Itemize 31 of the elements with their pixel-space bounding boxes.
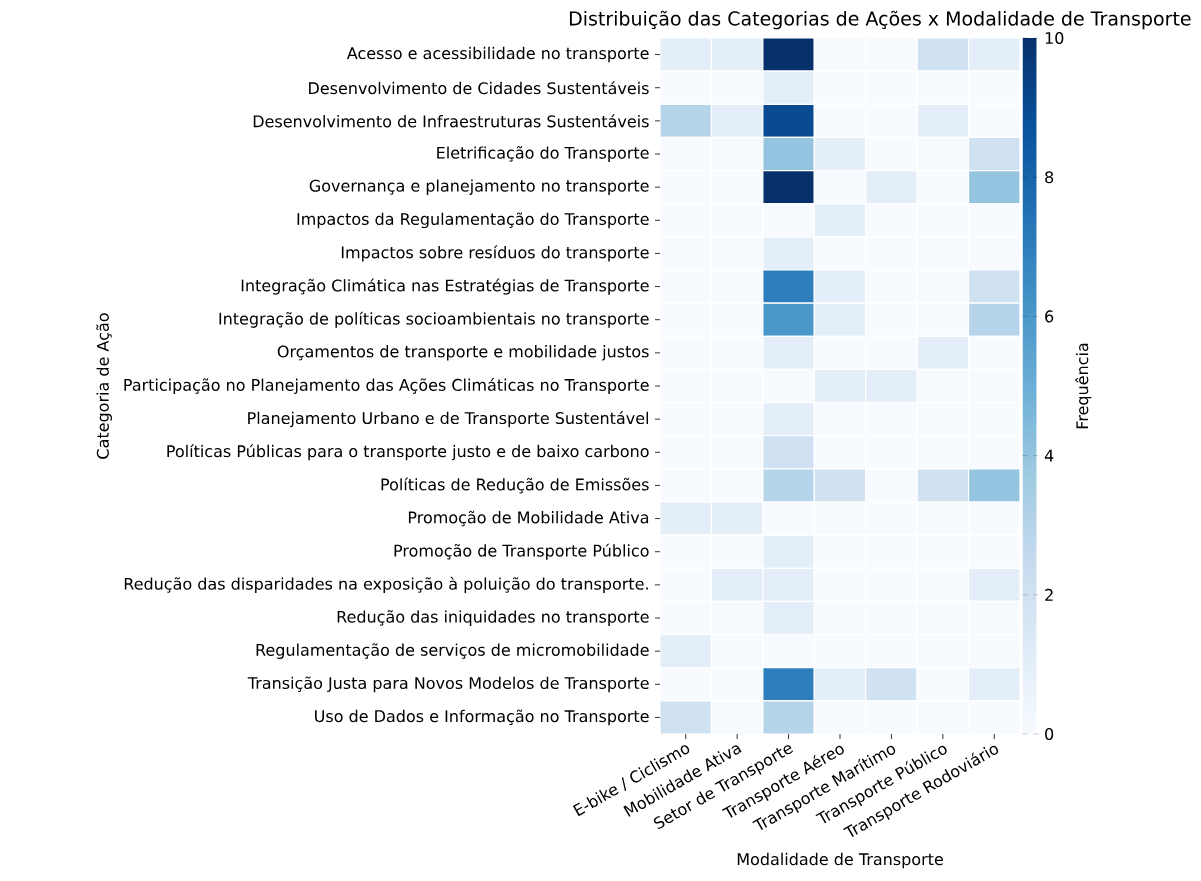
y-tick-label: Impactos da Regulamentação do Transporte: [297, 212, 649, 229]
y-tick-label: Acesso e acessibilidade no transporte: [346, 46, 649, 63]
y-axis-title: Categoria de Ação: [96, 313, 112, 459]
y-tick-label: Promoção de Transporte Público: [394, 543, 649, 560]
color-bar-label: 2: [1045, 588, 1053, 601]
color-bar-label: 4: [1044, 449, 1054, 462]
y-tick-label: Desenvolvimento de Infraestruturas Sustentáveis: [253, 114, 649, 128]
y-tick-label: Transição Justa para Novos Modelos de Transporte: [247, 676, 649, 693]
chart-title: Distribuição das Categorias de Ações x Modalidade de Transporte: [569, 10, 1191, 30]
y-tick-label: Eletrificação do Transporte: [437, 146, 649, 162]
x-axis-title: Modalidade de Transporte: [737, 852, 943, 869]
y-tick-label: Integração Climática nas Estratégias de Transporte: [241, 278, 649, 295]
y-tick-label: Uso de Dados e Informação no Transporte: [315, 709, 649, 726]
y-tick-label: Promoção de Mobilidade Ativa: [408, 510, 649, 527]
y-tick-label: Participação no Planejamento das Ações Climáticas no Transporte: [124, 377, 649, 395]
y-tick-label: Impactos sobre resíduos do transporte: [341, 245, 649, 262]
y-tick-label: Políticas Públicas para o transporte justo e de baixo carbono: [167, 444, 649, 461]
y-tick-label: Planejamento Urbano e de Transporte Sustentável: [248, 411, 648, 428]
color-bar-label: 10: [1045, 31, 1064, 45]
y-tick-label: Políticas de Redução de Emissões: [381, 477, 649, 494]
y-tick-label: Regulamentação de serviços de micromobilidade: [256, 643, 649, 660]
color-bar-label: 8: [1045, 171, 1054, 184]
color-bar-label: 6: [1045, 310, 1054, 323]
y-tick-label: Redução das iniquidades no transporte: [337, 610, 649, 626]
color-bar-label: 0: [1045, 727, 1054, 741]
y-tick-label: Redução das disparidades na exposição à poluição do transporte.: [124, 576, 648, 593]
y-tick-label: Desenvolvimento de Cidades Sustentáveis: [309, 81, 649, 95]
y-tick-label: Orçamentos de transporte e mobilidade justos: [277, 345, 649, 361]
color-bar-title: Frequência: [1075, 343, 1092, 429]
y-tick-label: Integração de políticas socioambientais no transporte: [219, 311, 649, 328]
y-tick-label: Governança e planejamento no transporte: [309, 179, 649, 195]
